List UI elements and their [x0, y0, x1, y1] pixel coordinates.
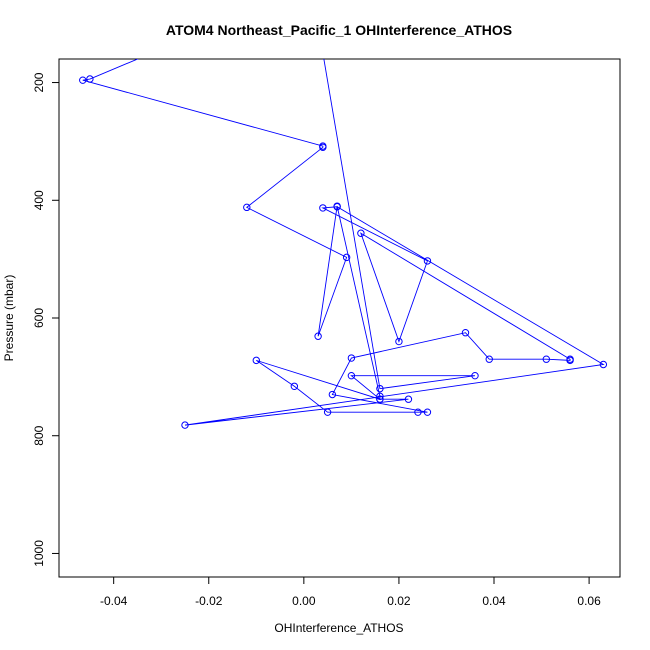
x-axis: -0.04 -0.02 0.00 0.02 0.04 0.06: [100, 577, 601, 608]
data-point: [395, 337, 403, 346]
y-tick-label: 600: [32, 308, 46, 328]
data-point: [342, 253, 351, 262]
y-axis-label: Pressure (mbar): [2, 275, 16, 362]
x-tick-label: 0.02: [387, 594, 411, 608]
data-point: [319, 143, 327, 152]
data-point: [542, 355, 551, 363]
data-point: [333, 203, 341, 211]
data-point: [376, 384, 384, 393]
plot-frame: [58, 58, 621, 578]
x-tick-label: 0.00: [292, 594, 316, 608]
plot-area: [79, 59, 608, 429]
data-point: [323, 408, 332, 416]
data-point: [471, 371, 479, 380]
y-tick-label: 800: [32, 425, 46, 445]
data-point: [328, 390, 337, 399]
data-point: [86, 75, 94, 83]
data-point: [347, 354, 356, 362]
data-point: [404, 395, 413, 403]
data-point: [252, 356, 260, 365]
data-point: [485, 355, 493, 363]
data-point: [599, 360, 608, 369]
data-point: [566, 355, 574, 363]
y-tick-label: 1000: [32, 540, 46, 567]
data-point: [423, 257, 432, 265]
data-point: [243, 203, 251, 212]
data-point: [319, 204, 327, 212]
x-axis-label: OHInterference_ATHOS: [274, 621, 403, 635]
x-tick-label: -0.02: [195, 594, 223, 608]
data-point: [357, 229, 365, 237]
data-point: [290, 382, 299, 390]
y-axis: 200 400 600 800 1000: [32, 72, 59, 567]
data-point: [461, 329, 470, 337]
x-tick-label: -0.04: [100, 594, 128, 608]
data-point: [376, 395, 384, 403]
data-point: [347, 371, 356, 380]
y-tick-label: 400: [32, 190, 46, 210]
data-point: [314, 332, 322, 340]
data-point: [79, 76, 87, 84]
data-point: [376, 392, 384, 400]
data-point: [423, 408, 432, 416]
x-tick-label: 0.06: [577, 594, 601, 608]
chart-title: ATOM4 Northeast_Pacific_1 OHInterference…: [166, 22, 512, 38]
data-point: [181, 421, 189, 429]
data-point: [414, 408, 422, 416]
series-line: [82, 59, 605, 426]
y-tick-label: 200: [32, 72, 46, 92]
x-tick-label: 0.04: [482, 594, 506, 608]
